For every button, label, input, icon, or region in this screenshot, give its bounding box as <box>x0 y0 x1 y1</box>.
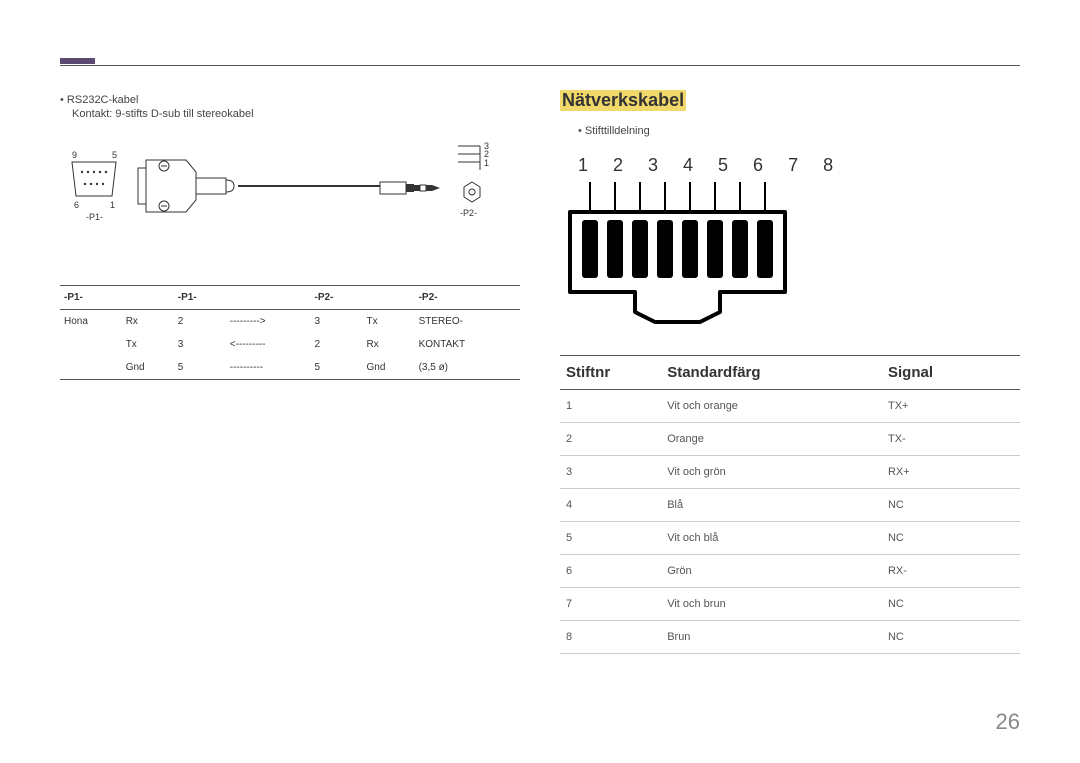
cell: KONTAKT <box>415 333 520 356</box>
jack-label-1: 1 <box>484 158 489 168</box>
table-row: Hona Rx 2 ---------> 3 Tx STEREO- <box>60 310 520 334</box>
cable-diagram: 9 5 6 1 -P1- <box>60 140 520 275</box>
th <box>363 286 415 310</box>
cell: 2 <box>174 310 226 334</box>
cell: NC <box>882 621 1020 654</box>
cell: ---------> <box>226 310 311 334</box>
cell: Orange <box>661 423 882 456</box>
p2-label: -P2- <box>460 208 477 218</box>
cell: RX- <box>882 555 1020 588</box>
cell: 3 <box>174 333 226 356</box>
table-header-row: -P1- -P1- -P2- -P2- <box>60 286 520 310</box>
cell: Tx <box>122 333 174 356</box>
table-header-row: Stiftnr Standardfärg Signal <box>560 356 1020 390</box>
cell: 1 <box>560 390 661 423</box>
th-stiftnr: Stiftnr <box>560 356 661 390</box>
th: -P1- <box>174 286 226 310</box>
cell: Vit och blå <box>661 522 882 555</box>
th: -P2- <box>415 286 520 310</box>
cell: Grön <box>661 555 882 588</box>
cell: 7 <box>560 588 661 621</box>
table-row: Tx 3 <--------- 2 Rx KONTAKT <box>60 333 520 356</box>
dsub-pin9: 9 <box>72 150 77 160</box>
cell: (3,5 ø) <box>415 356 520 380</box>
cell: Vit och brun <box>661 588 882 621</box>
cell: RX+ <box>882 456 1020 489</box>
table-row: 6GrönRX- <box>560 555 1020 588</box>
cell: 4 <box>560 489 661 522</box>
table-row: 4BlåNC <box>560 489 1020 522</box>
rs232-bullet: RS232C-kabel <box>60 94 520 106</box>
table-row: 1Vit och orangeTX+ <box>560 390 1020 423</box>
cell: NC <box>882 588 1020 621</box>
cell: Blå <box>661 489 882 522</box>
right-column: Nätverkskabel Stifttilldelning 1 2 3 4 5… <box>560 90 1020 654</box>
th <box>226 286 311 310</box>
table-row: 8BrunNC <box>560 621 1020 654</box>
network-pin-table: Stiftnr Standardfärg Signal 1Vit och ora… <box>560 355 1020 654</box>
cell: ---------- <box>226 356 311 380</box>
header-rule <box>60 58 1020 66</box>
dsub-pin5: 5 <box>112 150 117 160</box>
cell <box>60 356 122 380</box>
rs232-pin-table: -P1- -P1- -P2- -P2- Hona Rx 2 --------->… <box>60 285 520 380</box>
table-row: Gnd 5 ---------- 5 Gnd (3,5 ø) <box>60 356 520 380</box>
cell: Rx <box>122 310 174 334</box>
cell <box>60 333 122 356</box>
dsub-pin6: 6 <box>74 200 79 210</box>
rs232-subtext: Kontakt: 9-stifts D-sub till stereokabel <box>72 108 520 120</box>
cell: 6 <box>560 555 661 588</box>
cell: Hona <box>60 310 122 334</box>
cell: 5 <box>174 356 226 380</box>
left-column: RS232C-kabel Kontakt: 9-stifts D-sub til… <box>60 90 520 654</box>
cell: 8 <box>560 621 661 654</box>
content-columns: RS232C-kabel Kontakt: 9-stifts D-sub til… <box>60 90 1020 654</box>
th: -P1- <box>60 286 122 310</box>
table-row: 7Vit och brunNC <box>560 588 1020 621</box>
cell: 5 <box>311 356 363 380</box>
table-row: 5Vit och blåNC <box>560 522 1020 555</box>
rj45-diagram <box>560 182 1020 337</box>
cell: NC <box>882 489 1020 522</box>
cell: TX- <box>882 423 1020 456</box>
p1-label: -P1- <box>86 212 103 222</box>
cell: <--------- <box>226 333 311 356</box>
cell: NC <box>882 522 1020 555</box>
network-cable-title: Nätverkskabel <box>560 90 686 111</box>
table-row: 3Vit och grönRX+ <box>560 456 1020 489</box>
cell: Gnd <box>122 356 174 380</box>
th-standardfarg: Standardfärg <box>661 356 882 390</box>
cell: 5 <box>560 522 661 555</box>
th <box>122 286 174 310</box>
cell: Vit och orange <box>661 390 882 423</box>
dsub-pin1: 1 <box>110 200 115 210</box>
cell: 3 <box>311 310 363 334</box>
table-row: 2OrangeTX- <box>560 423 1020 456</box>
rj45-pin-numbers: 1 2 3 4 5 6 7 8 <box>578 155 1020 176</box>
cell: STEREO- <box>415 310 520 334</box>
cell: 2 <box>560 423 661 456</box>
cell: TX+ <box>882 390 1020 423</box>
cell: 3 <box>560 456 661 489</box>
cell: Vit och grön <box>661 456 882 489</box>
cell: Tx <box>363 310 415 334</box>
cell: Rx <box>363 333 415 356</box>
cell: 2 <box>311 333 363 356</box>
pin-assignment-bullet: Stifttilldelning <box>578 125 1020 137</box>
th: -P2- <box>311 286 363 310</box>
th-signal: Signal <box>882 356 1020 390</box>
cell: Gnd <box>363 356 415 380</box>
cell: Brun <box>661 621 882 654</box>
page-number: 26 <box>996 709 1020 735</box>
